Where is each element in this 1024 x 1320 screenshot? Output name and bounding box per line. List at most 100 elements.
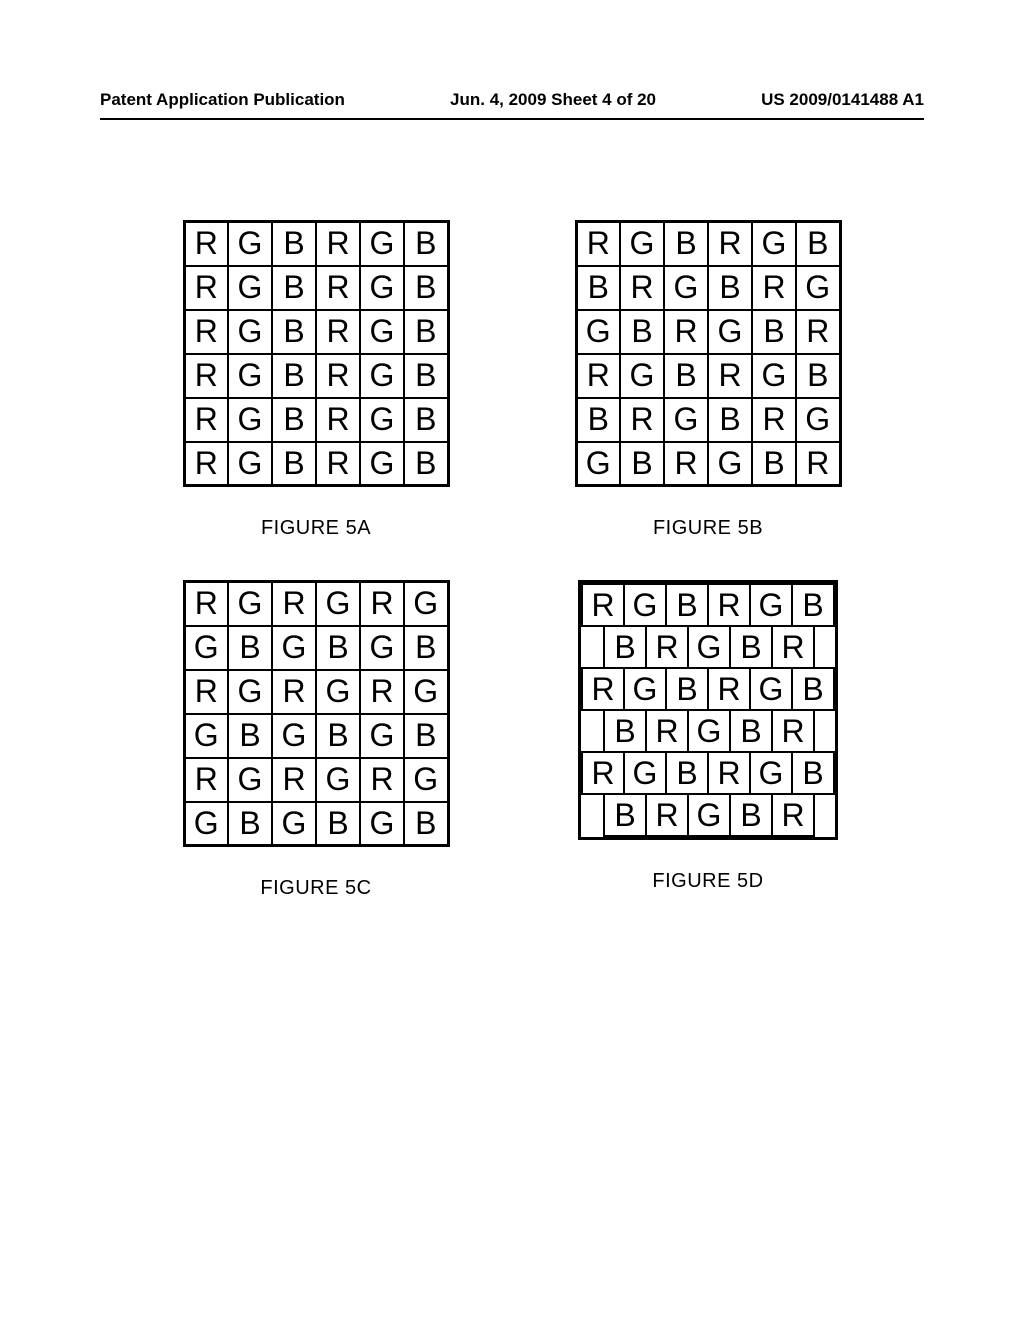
grid-cell: G (360, 354, 404, 398)
grid-cell: R (708, 222, 752, 266)
figure-5c-grid: RGRGRGGBGBGBRGRGRGGBGBGBRGRGRGGBGBGB (183, 580, 450, 847)
grid-cell: R (707, 751, 751, 795)
grid-cell: B (272, 222, 316, 266)
page-header: Patent Application Publication Jun. 4, 2… (0, 90, 1024, 110)
grid-cell: R (645, 793, 689, 837)
grid-cell: R (664, 442, 708, 486)
grid-cell: R (184, 398, 228, 442)
grid-cell: B (664, 222, 708, 266)
grid-cell: R (272, 670, 316, 714)
figure-5d-grid: RGBRGBBRGBRRGBRGBBRGBRRGBRGBBRGBR (578, 580, 838, 840)
grid-cell: G (184, 802, 228, 846)
grid-cell: R (184, 670, 228, 714)
grid-cell: B (752, 310, 796, 354)
grid-cell: G (749, 751, 793, 795)
grid-cell: B (576, 266, 620, 310)
grid-cell: G (404, 758, 448, 802)
grid-cell: B (708, 398, 752, 442)
grid-cell: G (228, 758, 272, 802)
grid-cell: R (707, 583, 751, 627)
grid-cell: G (360, 398, 404, 442)
grid-cell: B (272, 310, 316, 354)
grid-cell: G (796, 398, 840, 442)
grid-cell: G (272, 802, 316, 846)
grid-cell: R (581, 583, 625, 627)
grid-cell: B (729, 625, 773, 669)
grid-cell: B (404, 802, 448, 846)
header-rule (100, 118, 924, 120)
grid-cell: B (404, 222, 448, 266)
grid-cell: G (664, 266, 708, 310)
grid-cell: R (771, 709, 815, 753)
header-left: Patent Application Publication (100, 90, 345, 110)
grid-cell: R (708, 354, 752, 398)
grid-cell: R (316, 222, 360, 266)
grid-cell: G (316, 582, 360, 626)
grid-cell: G (620, 354, 664, 398)
grid-cell: G (749, 583, 793, 627)
grid-cell: G (752, 222, 796, 266)
grid-cell: G (749, 667, 793, 711)
grid-cell: R (752, 266, 796, 310)
grid-cell: G (404, 582, 448, 626)
grid-cell: B (228, 802, 272, 846)
grid-cell: G (316, 758, 360, 802)
grid-cell: R (184, 354, 228, 398)
grid-cell: R (316, 266, 360, 310)
grid-cell: B (228, 714, 272, 758)
grid-cell: G (228, 442, 272, 486)
grid-cell: R (752, 398, 796, 442)
grid-cell: B (791, 751, 835, 795)
grid-cell: R (272, 582, 316, 626)
grid-cell: R (316, 442, 360, 486)
grid-cell: B (620, 442, 664, 486)
grid-cell: B (729, 793, 773, 837)
grid-cell: R (184, 442, 228, 486)
grid-cell: G (708, 442, 752, 486)
grid-cell: B (404, 266, 448, 310)
grid-cell: G (360, 266, 404, 310)
grid-cell: B (620, 310, 664, 354)
grid-cell: G (228, 266, 272, 310)
grid-cell: B (708, 266, 752, 310)
grid-cell: G (316, 670, 360, 714)
grid-cell: G (404, 670, 448, 714)
grid-cell: G (272, 626, 316, 670)
grid-cell: G (620, 222, 664, 266)
grid-cell: R (576, 354, 620, 398)
grid-cell: G (272, 714, 316, 758)
grid-cell: B (665, 667, 709, 711)
grid-cell: G (228, 354, 272, 398)
grid-cell: G (228, 310, 272, 354)
grid-cell: B (404, 714, 448, 758)
grid-cell: G (687, 625, 731, 669)
grid-cell: B (603, 625, 647, 669)
grid-cell: B (316, 714, 360, 758)
grid-cell: G (360, 222, 404, 266)
grid-cell: B (272, 398, 316, 442)
grid-cell: R (184, 222, 228, 266)
header-right: US 2009/0141488 A1 (761, 90, 924, 110)
grid-cell: B (404, 442, 448, 486)
grid-cell: R (581, 751, 625, 795)
grid-cell: G (687, 709, 731, 753)
grid-cell: R (576, 222, 620, 266)
figure-5a-caption: FIGURE 5A (261, 517, 371, 540)
grid-cell: B (404, 626, 448, 670)
grid-cell: R (620, 398, 664, 442)
grid-cell: R (272, 758, 316, 802)
grid-cell: B (664, 354, 708, 398)
grid-cell: B (272, 442, 316, 486)
grid-cell: B (316, 802, 360, 846)
grid-cell: B (791, 667, 835, 711)
grid-cell: G (228, 222, 272, 266)
grid-cell: R (316, 398, 360, 442)
grid-cell: G (796, 266, 840, 310)
grid-cell: G (623, 667, 667, 711)
figure-5a: RGBRGBRGBRGBRGBRGBRGBRGBRGBRGBRGBRGB FIG… (150, 220, 482, 540)
figure-5d: RGBRGBBRGBRRGBRGBBRGBRRGBRGBBRGBR FIGURE… (542, 580, 874, 900)
grid-cell: B (228, 626, 272, 670)
grid-cell: G (184, 626, 228, 670)
grid-cell: B (576, 398, 620, 442)
grid-cell: R (184, 582, 228, 626)
